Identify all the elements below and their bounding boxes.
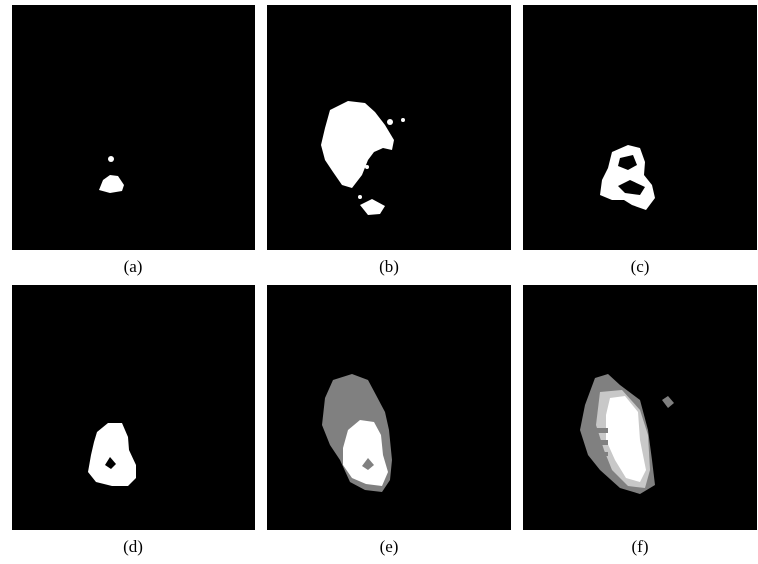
panel-label: (f) — [632, 537, 649, 556]
panel-label: (e) — [380, 537, 399, 556]
panel-label: (a) — [124, 257, 143, 276]
panel-label: (c) — [631, 257, 650, 276]
panel-b — [267, 5, 511, 250]
panel-a — [12, 5, 255, 250]
panel-e — [267, 285, 511, 530]
panel-d — [12, 285, 255, 530]
panel-c — [523, 5, 757, 250]
panel-label: (d) — [123, 537, 143, 556]
panel-label: (b) — [379, 257, 399, 276]
figure: (a) (b) (c) (d) (e) (f) — [0, 0, 758, 564]
